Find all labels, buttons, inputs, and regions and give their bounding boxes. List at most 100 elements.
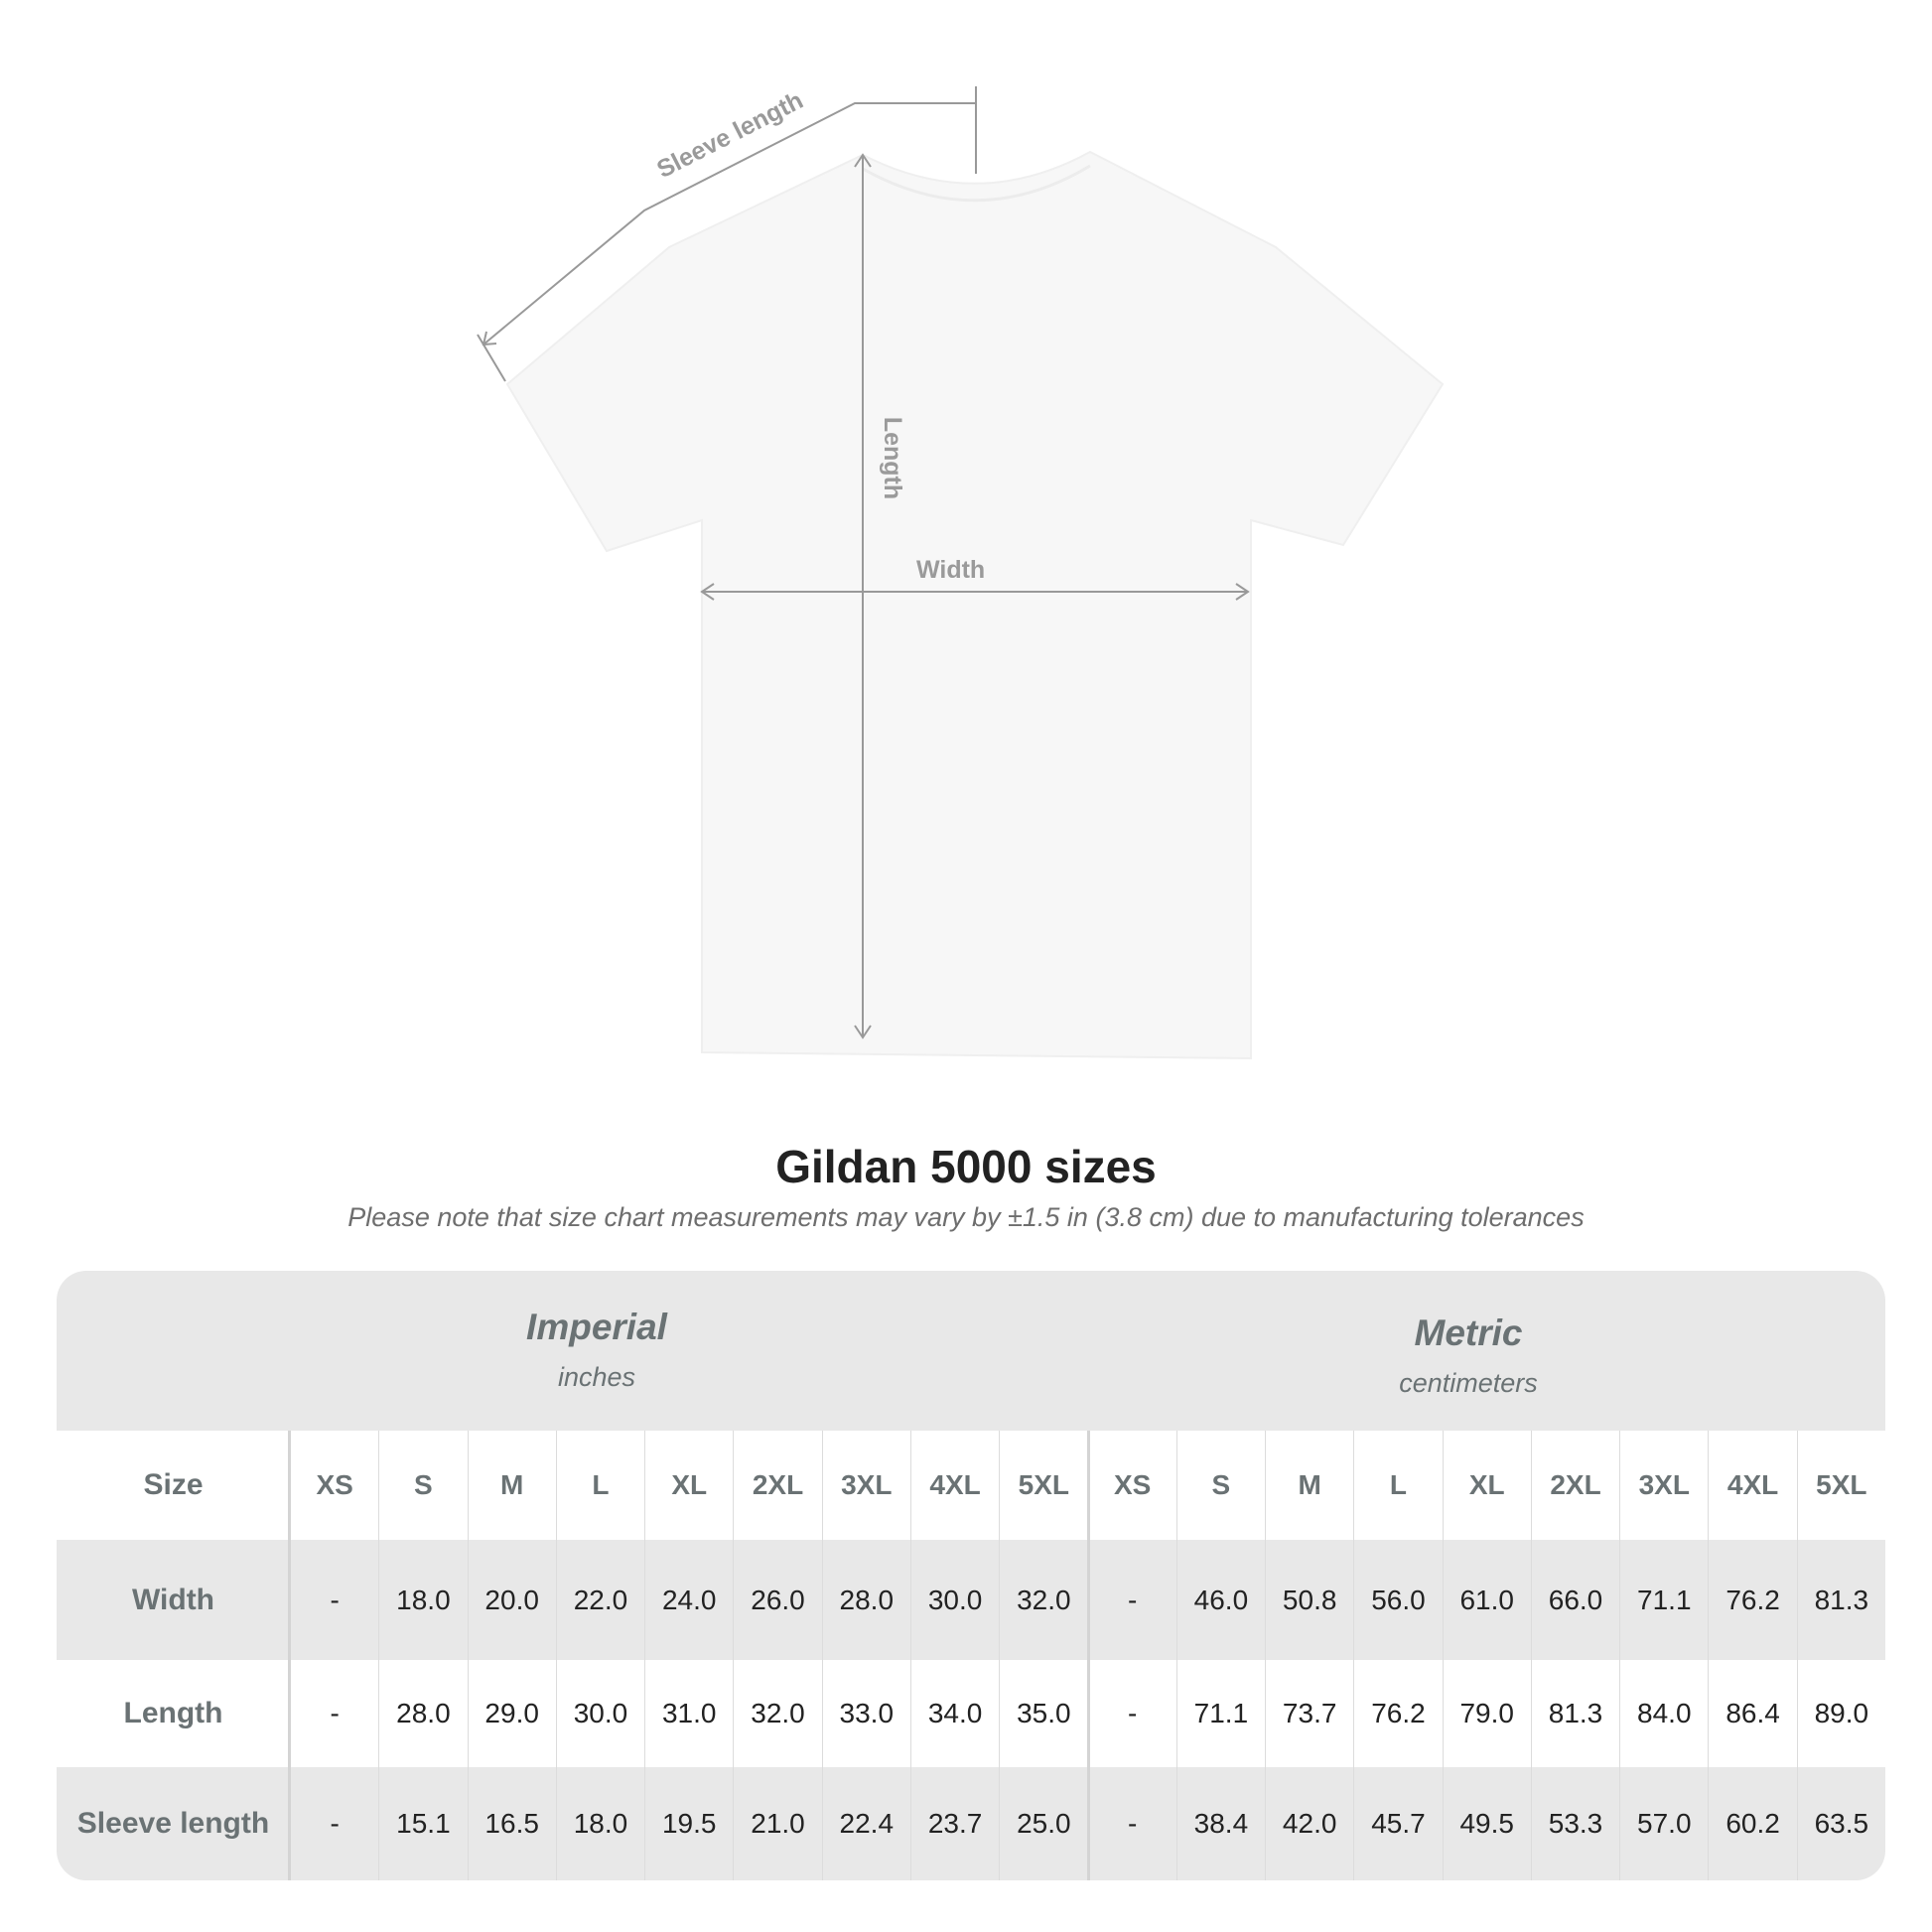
sleeve-arrowhead (482, 331, 497, 346)
imperial-value-cell: 30.0 (555, 1660, 644, 1767)
imperial-value-cell: 22.4 (821, 1767, 910, 1880)
imperial-size-header: XL (644, 1431, 733, 1540)
row-label: Width (131, 1583, 215, 1616)
imperial-value-cell: 29.0 (467, 1660, 556, 1767)
imperial-value-cell: 33.0 (821, 1660, 910, 1767)
metric-size-header: XS (1087, 1431, 1176, 1540)
tshirt-neckline (862, 164, 1091, 203)
metric-value-cell: - (1087, 1660, 1176, 1767)
imperial-value-cell: 20.0 (467, 1540, 556, 1660)
metric-size-header: 5XL (1796, 1431, 1885, 1540)
metric-size-header: 3XL (1619, 1431, 1708, 1540)
sleeve-start-marker (477, 334, 506, 382)
imperial-value-cell: - (290, 1540, 378, 1660)
header-band (57, 1271, 1885, 1431)
imperial-value-cell: 21.0 (733, 1767, 821, 1880)
row-label: Length (123, 1697, 223, 1729)
metric-value-cell: 46.0 (1175, 1540, 1265, 1660)
metric-value-cell: 66.0 (1530, 1540, 1619, 1660)
imperial-value-cell: 28.0 (378, 1660, 467, 1767)
imperial-title: Imperial (526, 1307, 667, 1347)
imperial-value-cell: 18.0 (555, 1767, 644, 1880)
imperial-value-cell: - (290, 1767, 378, 1880)
imperial-value-cell: 26.0 (733, 1540, 821, 1660)
metric-value-cell: 73.7 (1265, 1660, 1353, 1767)
metric-value-cell: 63.5 (1796, 1767, 1885, 1880)
imperial-value-cell: 18.0 (378, 1540, 467, 1660)
metric-value-cell: 50.8 (1265, 1540, 1353, 1660)
imperial-size-header: 3XL (821, 1431, 910, 1540)
metric-size-header: 2XL (1530, 1431, 1619, 1540)
metric-value-cell: 60.2 (1708, 1767, 1796, 1880)
metric-value-cell: 42.0 (1265, 1767, 1353, 1880)
metric-value-cell: 56.0 (1353, 1540, 1442, 1660)
metric-value-cell: 81.3 (1530, 1660, 1619, 1767)
metric-value-cell: 38.4 (1175, 1767, 1265, 1880)
size-header-label: Size (143, 1468, 204, 1501)
size-table: Imperial inches Metric centimeters Size X… (57, 1271, 1885, 1880)
metric-value-cell: 49.5 (1442, 1767, 1531, 1880)
metric-value-cell: - (1087, 1767, 1176, 1880)
metric-value-cell: 81.3 (1796, 1540, 1885, 1660)
length-label: Length (879, 416, 907, 500)
length-arrowheads (854, 153, 872, 1039)
imperial-value-cell: 31.0 (644, 1660, 733, 1767)
imperial-value-cell: 32.0 (733, 1660, 821, 1767)
column-group-divider (1086, 1431, 1090, 1880)
chart-title: Gildan 5000 sizes (775, 1141, 1157, 1192)
imperial-size-header: XS (290, 1431, 378, 1540)
imperial-value-cell: 34.0 (909, 1660, 999, 1767)
imperial-size-header: 5XL (999, 1431, 1087, 1540)
imperial-size-header: M (467, 1431, 556, 1540)
imperial-value-cell: 19.5 (644, 1767, 733, 1880)
row-label: Sleeve length (76, 1807, 270, 1840)
imperial-value-cell: 35.0 (999, 1660, 1087, 1767)
sleeve-measure-line (483, 102, 976, 345)
metric-size-header: M (1265, 1431, 1353, 1540)
imperial-value-cell: 28.0 (821, 1540, 910, 1660)
metric-value-cell: 45.7 (1353, 1767, 1442, 1880)
imperial-size-header: L (555, 1431, 644, 1540)
tshirt-shape (505, 150, 1445, 1060)
metric-heading: Metric centimeters (1171, 1312, 1766, 1399)
metric-title: Metric (1414, 1312, 1523, 1353)
metric-value-cell: 76.2 (1353, 1660, 1442, 1767)
imperial-value-cell: 30.0 (909, 1540, 999, 1660)
imperial-size-header: 4XL (909, 1431, 999, 1540)
metric-value-cell: 76.2 (1708, 1540, 1796, 1660)
imperial-value-cell: 32.0 (999, 1540, 1087, 1660)
imperial-value-cell: 25.0 (999, 1767, 1087, 1880)
imperial-value-cell: 22.0 (555, 1540, 644, 1660)
imperial-value-cell: 24.0 (644, 1540, 733, 1660)
width-arrowheads (700, 583, 1250, 601)
metric-value-cell: 53.3 (1530, 1767, 1619, 1880)
imperial-unit: inches (557, 1362, 636, 1392)
metric-unit: centimeters (1399, 1368, 1538, 1398)
metric-value-cell: 61.0 (1442, 1540, 1531, 1660)
imperial-heading: Imperial inches (299, 1307, 895, 1393)
imperial-value-cell: 16.5 (467, 1767, 556, 1880)
row-band-width (57, 1540, 1885, 1660)
tolerance-note: Please note that size chart measurements… (347, 1202, 1585, 1232)
metric-value-cell: - (1087, 1540, 1176, 1660)
metric-value-cell: 79.0 (1442, 1660, 1531, 1767)
metric-value-cell: 84.0 (1619, 1660, 1708, 1767)
metric-value-cell: 71.1 (1619, 1540, 1708, 1660)
row-band-sleeve (57, 1767, 1885, 1880)
metric-size-header: XL (1442, 1431, 1531, 1540)
imperial-size-header: 2XL (733, 1431, 821, 1540)
width-label: Width (916, 556, 986, 584)
metric-value-cell: 71.1 (1175, 1660, 1265, 1767)
metric-value-cell: 89.0 (1796, 1660, 1885, 1767)
metric-value-cell: 86.4 (1708, 1660, 1796, 1767)
imperial-value-cell: - (290, 1660, 378, 1767)
metric-size-header: 4XL (1708, 1431, 1796, 1540)
imperial-value-cell: 23.7 (909, 1767, 999, 1880)
metric-size-header: S (1175, 1431, 1265, 1540)
metric-size-header: L (1353, 1431, 1442, 1540)
column-group-divider (288, 1431, 291, 1880)
imperial-size-header: S (378, 1431, 467, 1540)
imperial-value-cell: 15.1 (378, 1767, 467, 1880)
metric-value-cell: 57.0 (1619, 1767, 1708, 1880)
